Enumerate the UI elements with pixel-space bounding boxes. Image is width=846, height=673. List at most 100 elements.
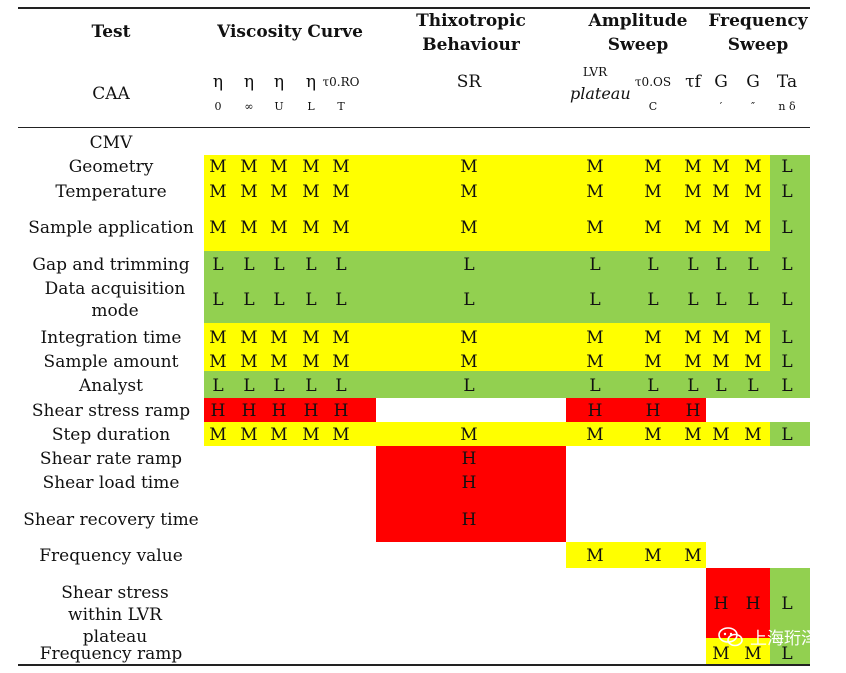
cell-value: M [209, 352, 227, 372]
param-header-sub-2: U [274, 100, 284, 113]
row-label: Shear recovery time [23, 510, 199, 530]
param-header-sub-0: 0 [214, 100, 222, 113]
cell-value: M [744, 157, 762, 177]
cell-value: L [647, 376, 659, 396]
cell-value: L [243, 255, 255, 275]
cell-value: L [687, 255, 699, 275]
cell-value: M [644, 328, 662, 348]
param-header-3: η [305, 72, 317, 92]
cell-value: M [240, 182, 258, 202]
param-header-sub-3: L [307, 100, 315, 113]
cell-value: H [461, 473, 477, 493]
param-header-11: Ta [776, 72, 798, 92]
param-header-sub-6: plateau [570, 84, 631, 103]
cell-value: M [302, 218, 320, 238]
cell-value: M [712, 352, 730, 372]
row-9-band-0 [204, 422, 770, 446]
row-label: Shear stress within LVR plateau [61, 583, 169, 647]
cell-value: M [270, 157, 288, 177]
row-label: Geometry [68, 157, 154, 177]
cell-value: M [460, 425, 478, 445]
cell-value: M [712, 644, 730, 664]
row-5-band-0 [204, 323, 770, 347]
row-13-band-0 [566, 542, 706, 568]
cell-value: L [747, 376, 759, 396]
cell-value: M [744, 218, 762, 238]
row-1-band-0 [204, 179, 770, 203]
cell-value: L [335, 376, 347, 396]
cell-value: L [305, 255, 317, 275]
param-header-9: G [714, 72, 728, 92]
cell-value: H [685, 401, 701, 421]
cell-value: M [684, 157, 702, 177]
cell-value: M [302, 425, 320, 445]
cell-value: M [684, 328, 702, 348]
param-header-sub-4: T [337, 100, 345, 113]
cell-value: L [212, 376, 224, 396]
cell-value: M [332, 157, 350, 177]
cell-value: M [209, 157, 227, 177]
row-label: Step duration [51, 425, 171, 445]
test-header: Test [91, 22, 131, 42]
cell-value: L [781, 376, 793, 396]
cell-value: M [684, 425, 702, 445]
row-label: Data acquisition mode [44, 279, 186, 321]
cell-value: L [747, 290, 759, 310]
row-3-band-0 [204, 251, 810, 279]
cell-value: M [644, 352, 662, 372]
row-6-band-1 [770, 347, 810, 371]
cell-value: M [240, 328, 258, 348]
param-header-5: SR [456, 72, 482, 92]
cell-value: M [240, 425, 258, 445]
cell-value: M [270, 328, 288, 348]
row-15-band-1 [770, 638, 810, 664]
cell-value: H [241, 401, 257, 421]
row-2-band-1 [770, 203, 810, 251]
cell-value: L [463, 255, 475, 275]
cell-value: M [332, 425, 350, 445]
cell-value: L [335, 290, 347, 310]
cell-value: M [744, 644, 762, 664]
wechat-icon [718, 626, 743, 646]
amplitude-sweep-header: Amplitude Sweep [588, 11, 688, 55]
cell-value: M [744, 182, 762, 202]
cell-value: L [781, 644, 793, 664]
row-9-band-1 [770, 422, 810, 446]
watermark-text: 上海珩泽 [750, 629, 818, 649]
cell-value: H [271, 401, 287, 421]
cell-value: L [243, 376, 255, 396]
cell-value: M [684, 218, 702, 238]
cell-value: M [302, 182, 320, 202]
header-rule [18, 127, 810, 128]
param-header-0: η [212, 72, 224, 92]
frequency-sweep-header: Frequency Sweep [708, 11, 808, 55]
row-label: Shear stress ramp [31, 401, 191, 421]
cell-value: L [781, 218, 793, 238]
cell-value: M [270, 352, 288, 372]
cell-value: L [647, 290, 659, 310]
cell-value: M [302, 352, 320, 372]
param-header-10: G [746, 72, 760, 92]
row-label: Frequency ramp [39, 644, 183, 664]
cell-value: M [270, 218, 288, 238]
cell-value: M [460, 157, 478, 177]
param-header-6: LVR [582, 65, 608, 79]
caa-header: CAA [92, 84, 130, 104]
row-label: Shear rate ramp [39, 449, 183, 469]
cell-value: L [781, 157, 793, 177]
row-label: Sample application [28, 218, 194, 238]
cell-value: H [210, 401, 226, 421]
param-header-sub-1: ∞ [244, 100, 254, 113]
cell-value: M [586, 328, 604, 348]
watermark: 上海珩泽 [718, 624, 818, 649]
row-label: Integration time [40, 328, 182, 348]
row-7-band-0 [204, 371, 810, 398]
param-header-sub-10: ″ [750, 100, 756, 113]
row-label: Temperature [55, 182, 167, 202]
cell-value: M [644, 157, 662, 177]
cell-value: M [460, 182, 478, 202]
cell-value: M [240, 157, 258, 177]
cell-value: M [586, 352, 604, 372]
cell-value: L [647, 255, 659, 275]
cell-value: L [687, 290, 699, 310]
